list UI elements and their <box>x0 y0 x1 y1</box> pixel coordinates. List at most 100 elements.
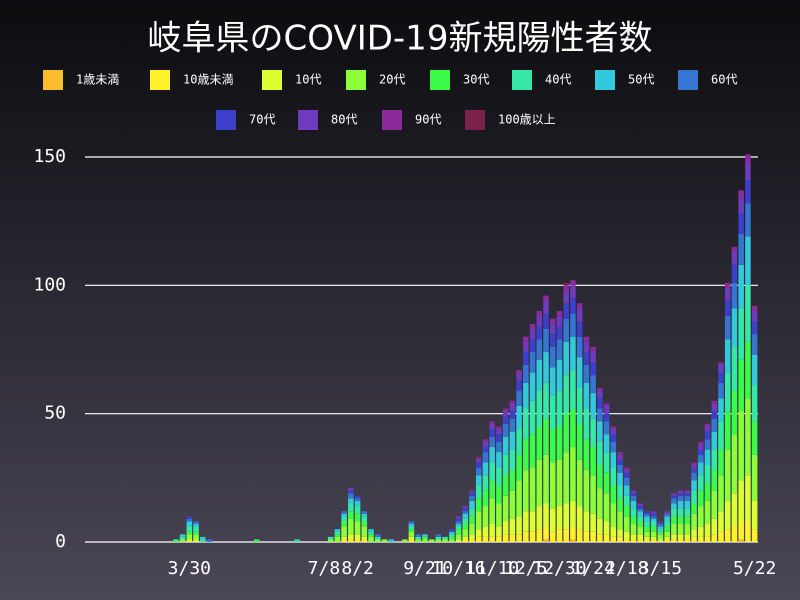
bar-segment <box>704 449 711 465</box>
bar-segment <box>341 516 347 522</box>
bar-segment <box>556 326 563 340</box>
y-tick-label: 50 <box>44 403 66 424</box>
bar-segment <box>664 511 670 514</box>
bar-segment <box>590 475 596 514</box>
bar-segment <box>637 511 643 517</box>
bar-segment <box>698 462 704 476</box>
bar-segment <box>684 508 691 517</box>
bar-segment <box>563 341 569 376</box>
bar-segment <box>294 539 300 542</box>
bar-segment <box>455 518 462 522</box>
bar-segment <box>624 506 630 517</box>
bar-segment <box>597 388 603 391</box>
bar-segment <box>502 416 509 424</box>
bar-segment <box>388 539 394 542</box>
bar-segment <box>348 490 354 494</box>
bar-segment <box>738 480 744 522</box>
bar-segment <box>529 531 536 542</box>
bar-segment <box>455 529 462 535</box>
bar-segment <box>711 418 718 432</box>
bar-segment <box>253 539 260 542</box>
bar-segment <box>408 529 415 532</box>
bar-segment <box>570 408 576 448</box>
bar-segment <box>516 390 522 406</box>
bar-segment <box>341 539 347 542</box>
bar-segment <box>489 480 495 499</box>
bar-segment <box>348 493 354 499</box>
bar-segment <box>529 400 536 435</box>
bar-segment <box>610 434 617 442</box>
x-tick-label: 12/30 <box>532 558 586 579</box>
bar-segment <box>738 190 744 199</box>
bar-segment <box>475 511 482 530</box>
bar-segment <box>475 462 482 468</box>
bar-segment <box>691 462 697 465</box>
bar-segment <box>179 534 186 537</box>
bar-segment <box>751 454 758 501</box>
bar-segment <box>529 339 536 353</box>
bar-segment <box>536 311 543 317</box>
bar-segment <box>341 536 347 540</box>
bar-segment <box>624 495 630 507</box>
bar-segment <box>502 475 509 496</box>
bar-segment <box>644 513 650 517</box>
x-tick-label: 2/18 <box>605 558 648 579</box>
bar-segment <box>691 467 697 473</box>
bar-segment <box>671 534 677 540</box>
bar-segment <box>354 513 361 522</box>
bar-segment <box>751 354 758 386</box>
bar-segment <box>745 154 751 163</box>
bar-segment <box>523 470 529 512</box>
bar-segment <box>664 526 670 532</box>
bar-segment <box>610 467 617 486</box>
bar-segment <box>529 434 536 468</box>
bar-segment <box>516 480 522 517</box>
bar-segment <box>348 498 354 504</box>
bar-segment <box>610 536 617 542</box>
bar-segment <box>186 521 193 527</box>
bar-segment <box>435 539 442 542</box>
bar-segment <box>637 534 643 540</box>
bar-segment <box>718 475 724 512</box>
bar-segment <box>354 539 361 542</box>
bar-segment <box>334 531 341 535</box>
legend-label: 80代 <box>331 113 357 127</box>
bar-segment <box>731 346 738 391</box>
x-tick-label: 9/21 <box>403 558 446 579</box>
bar-segment <box>751 385 758 422</box>
x-tick-label: 11/10 <box>465 558 519 579</box>
bar-segment <box>509 470 516 491</box>
bar-segment <box>603 493 610 522</box>
bar-segment <box>529 323 536 329</box>
bar-segment <box>374 534 381 537</box>
bar-segment <box>556 339 563 360</box>
bar-segment <box>475 485 482 499</box>
bar-segment <box>711 470 718 491</box>
bar-segment <box>462 539 469 542</box>
bar-segment <box>348 503 354 512</box>
bar-segment <box>549 462 556 509</box>
bar-segment <box>711 449 718 471</box>
bar-segment <box>664 536 670 540</box>
bar-segment <box>590 352 596 363</box>
legend-swatch <box>382 110 402 130</box>
bar-segment <box>570 336 576 371</box>
legend-swatch <box>43 70 63 90</box>
bar-segment <box>543 295 549 301</box>
bar-segment <box>536 326 543 340</box>
bar-segment <box>637 506 643 509</box>
bar-segment <box>576 336 583 358</box>
bar-segment <box>684 534 691 540</box>
bar-segment <box>455 534 462 540</box>
bar-segment <box>502 495 509 522</box>
bar-segment <box>334 536 341 542</box>
bar-segment <box>502 436 509 455</box>
legend-label: 100歳以上 <box>498 113 556 127</box>
bar-segment <box>590 346 596 353</box>
bar-segment <box>482 462 489 476</box>
bar-segment <box>348 488 354 491</box>
bar-segment <box>704 426 711 432</box>
bar-segment <box>516 516 522 535</box>
bar-segment <box>449 529 455 532</box>
legend-swatch <box>216 110 236 130</box>
